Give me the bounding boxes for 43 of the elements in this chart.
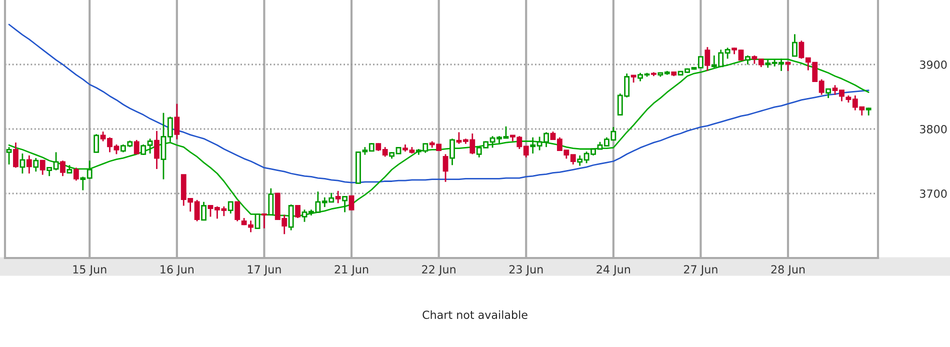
candlestick [33, 157, 39, 172]
line-series [8, 24, 870, 184]
candlestick [348, 195, 354, 210]
candlestick [262, 212, 267, 230]
candlestick [335, 190, 341, 204]
candlestick [13, 142, 18, 168]
candlestick [60, 160, 66, 177]
y-tick-label: 3700 [920, 189, 947, 198]
candlestick [134, 139, 140, 155]
x-tick-label: 28 Jun [771, 265, 805, 276]
y-tick-label: 3800 [920, 124, 947, 134]
candlestick [40, 160, 46, 176]
candlestick [6, 146, 12, 166]
x-tick-label: 21 Jun [334, 265, 368, 276]
candlestick [792, 33, 798, 57]
text: Chart not available [422, 310, 528, 319]
x-tick-label: 22 Jun [422, 265, 456, 276]
candlestick [826, 88, 832, 99]
x-tick-label: 23 Jun [509, 265, 543, 276]
candlestick [254, 213, 260, 230]
candlestick [295, 204, 300, 219]
candlestick [342, 195, 348, 213]
candlestick [234, 201, 240, 222]
candlestick [26, 154, 32, 174]
candlestick [73, 167, 79, 182]
candlestick [228, 201, 234, 214]
candlestick [745, 54, 750, 66]
candlestick [201, 201, 206, 221]
candlestick [154, 130, 160, 170]
candlestick [288, 204, 294, 231]
x-tick-label: 16 Jun [160, 265, 194, 276]
candlestick [268, 188, 274, 216]
candlestick [94, 133, 100, 153]
x-tick-label: 24 Jun [596, 265, 630, 276]
candlestick [450, 138, 455, 166]
candlestick [174, 103, 180, 140]
x-tick-label: 15 Jun [73, 265, 106, 276]
y-tick-label: 3900 [920, 60, 947, 69]
candlestick [704, 46, 710, 72]
candlestick [442, 153, 448, 183]
x-tick-label: 27 Jun [684, 265, 718, 276]
candlestick [20, 152, 26, 174]
x-tick-label: 17 Jun [248, 265, 281, 276]
